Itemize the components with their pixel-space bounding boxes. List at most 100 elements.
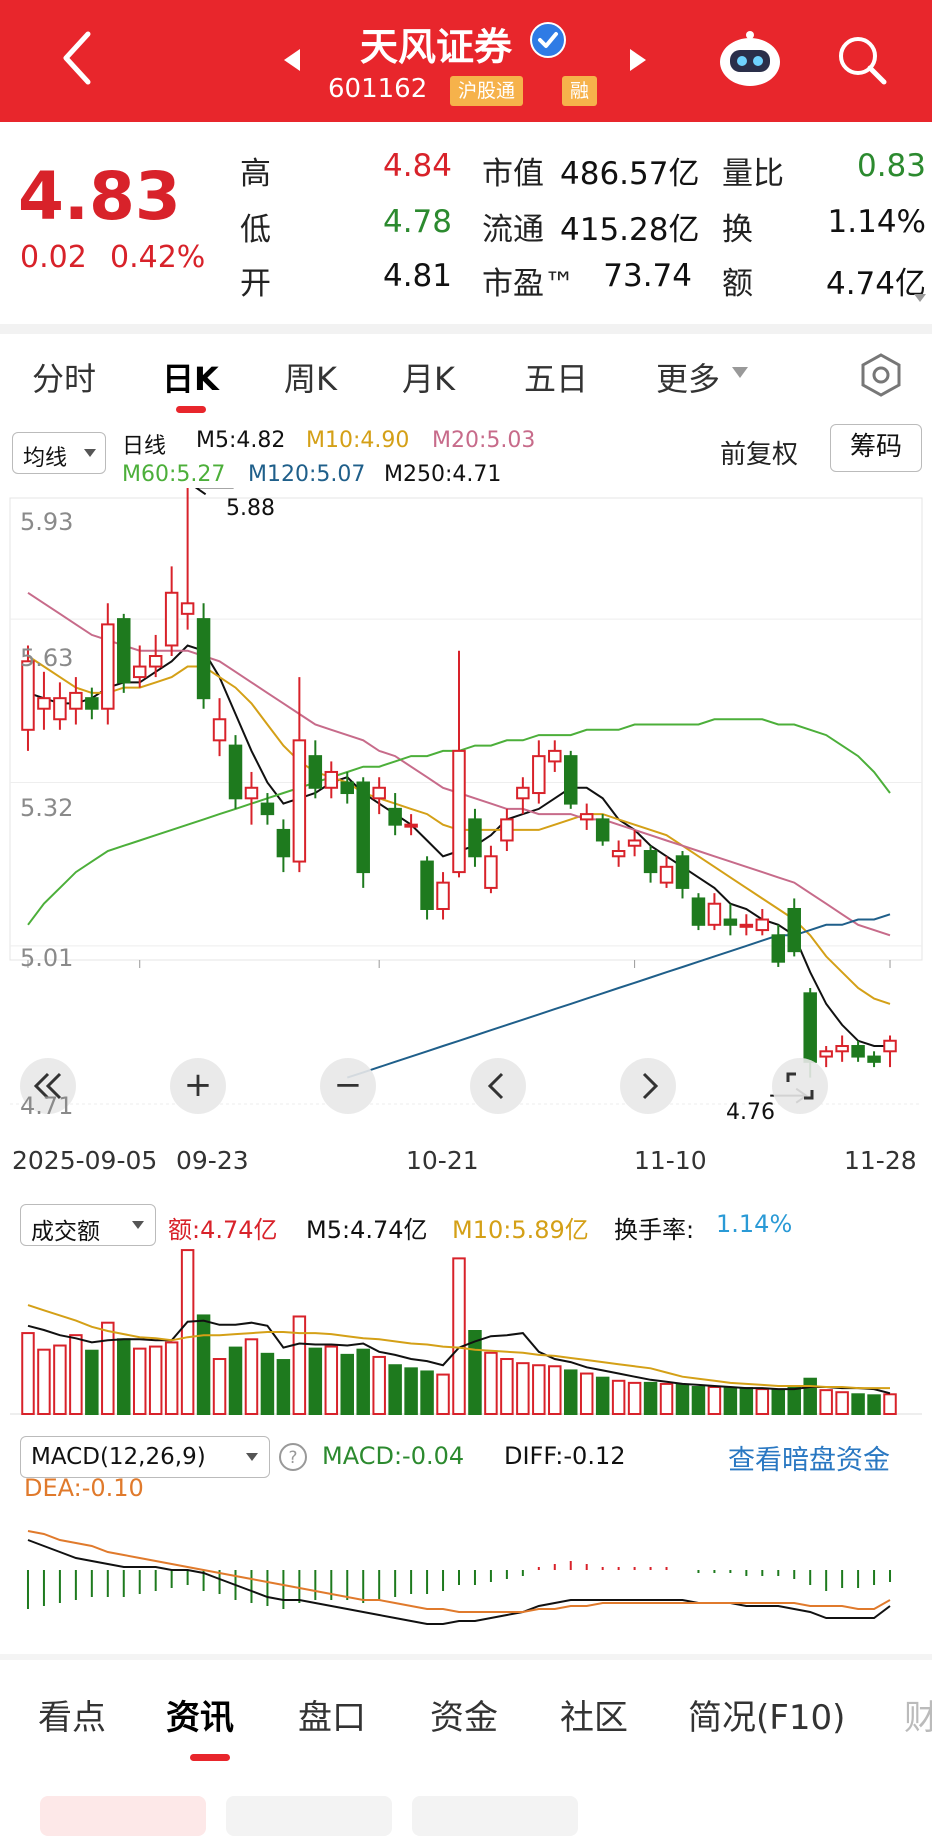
amount-value: 4.74亿 [825,266,926,302]
candle-body [372,786,386,800]
sub-tab-chip-3[interactable] [412,1796,578,1836]
forward-adjust-label[interactable]: 前复权 [720,440,799,470]
volume-bar [308,1347,323,1415]
macd-chart[interactable] [0,1466,932,1646]
volume-bar [516,1362,530,1415]
high-value: 4.84 [382,148,452,184]
chip-distribution-button[interactable]: 筹码 [830,424,922,472]
volume-bar [883,1393,897,1416]
x-axis-label-start: 2025-09-05 [12,1146,158,1175]
volume-bar [404,1367,418,1415]
y-axis-label-3: 5.32 [20,794,74,822]
tab-intraday[interactable]: 分时 [32,360,97,398]
x-axis-label-4: 11-10 [634,1146,707,1175]
macd-indicator-selector[interactable]: MACD(12,26,9) [20,1436,270,1478]
ma10-legend: M10:4.90 [306,428,410,453]
volume-bar [723,1387,738,1415]
next-stock-arrow-icon[interactable] [630,49,646,71]
tab-community[interactable]: 社区 [560,1698,628,1738]
high-marker-arrowhead [194,488,207,496]
macd-indicator-label: MACD(12,26,9) [31,1444,206,1470]
indicator-selector[interactable]: 均线 [12,432,106,474]
y-axis-label-2: 5.63 [20,644,74,672]
candle-body [851,1045,865,1058]
amount-label: 额 [722,266,753,302]
volume-chart[interactable] [0,1244,932,1420]
more-dropdown-icon[interactable] [730,364,750,380]
chart-settings-hexagon-icon[interactable] [858,352,904,398]
candle-body [101,623,115,710]
scroll-right-button[interactable] [620,1058,676,1114]
volume-bar [180,1249,195,1416]
tab-weekly-k[interactable]: 周K [284,360,337,398]
candle-body [436,881,450,910]
candle-body [595,818,610,842]
candle-body [69,691,83,710]
volume-bar [276,1359,291,1416]
candle-body [228,744,243,800]
scroll-left-button[interactable] [470,1058,526,1114]
volume-bar [787,1386,801,1415]
tab-daily-k[interactable]: 日K [162,360,219,398]
tab-order-book[interactable]: 盘口 [298,1698,366,1738]
candle-body [292,739,307,863]
candle-body [579,813,594,821]
tab-capital-flow[interactable]: 资金 [430,1698,498,1738]
sub-tab-chip-1[interactable] [40,1796,206,1836]
ma5-legend: M5:4.82 [196,428,286,453]
chevron-left-icon [487,1072,504,1100]
help-question-icon[interactable]: ? [278,1442,308,1472]
volume-ratio-value: 0.83 [856,148,926,184]
candle-body [340,781,355,795]
tab-highlights[interactable]: 看点 [38,1698,106,1738]
zoom-out-button[interactable]: − [320,1058,376,1114]
back-arrow-icon[interactable] [58,30,94,86]
rewind-button[interactable] [20,1058,76,1114]
turnover-rate-label: 换手率: [614,1216,695,1244]
fullscreen-button[interactable] [772,1058,828,1114]
open-value: 4.81 [382,258,452,294]
tab-company-profile[interactable]: 简况(F10) [688,1698,846,1738]
tab-finance-partial[interactable]: 财 [904,1698,932,1738]
x-axis-label-2: 09-23 [176,1146,249,1175]
pe-ttm-value: 73.74 [603,258,692,294]
high-label: 高 [240,156,271,192]
candle-body [803,992,817,1063]
search-icon[interactable] [836,34,888,86]
view-dark-pool-funds-link[interactable]: 查看暗盘资金 [728,1445,890,1476]
y-axis-label-4: 5.01 [20,944,74,972]
kline-frame [9,497,923,961]
volume-bar [675,1383,690,1415]
volume-bar [851,1393,865,1416]
pe-ttm-label: 市盈™ [482,266,575,302]
tab-five-day[interactable]: 五日 [524,360,589,398]
sub-tab-chip-2[interactable] [226,1796,392,1836]
previous-stock-arrow-icon[interactable] [284,49,300,71]
volume-bar [548,1365,562,1415]
expand-quote-chevron-icon[interactable] [912,292,928,304]
candle-body [819,1050,833,1058]
y-axis-label-top: 5.93 [20,508,74,536]
robot-assistant-icon[interactable] [718,30,782,90]
kline-chart[interactable] [0,488,932,1128]
bottom-divider [0,1654,932,1660]
candle-body [452,749,466,874]
candle-body [516,786,530,800]
tab-more[interactable]: 更多 [656,360,721,398]
zoom-in-button[interactable]: + [170,1058,226,1114]
tab-monthly-k[interactable]: 月K [402,360,455,398]
tab-news[interactable]: 资讯 [166,1698,234,1738]
volume-bar [340,1353,355,1416]
volume-indicator-selector[interactable]: 成交额 [20,1204,156,1246]
volume-bar [452,1257,466,1415]
svg-text:?: ? [288,1448,297,1468]
verified-badge-icon [530,22,566,58]
volume-bar [659,1382,674,1416]
volume-bar [117,1338,131,1415]
volume-bar [164,1341,179,1415]
volume-bar [420,1370,434,1415]
volume-bar [468,1330,482,1415]
price-change-percent: 0.42% [110,240,206,275]
float-cap-value: 415.28亿 [560,212,700,248]
candle-body [244,786,259,800]
